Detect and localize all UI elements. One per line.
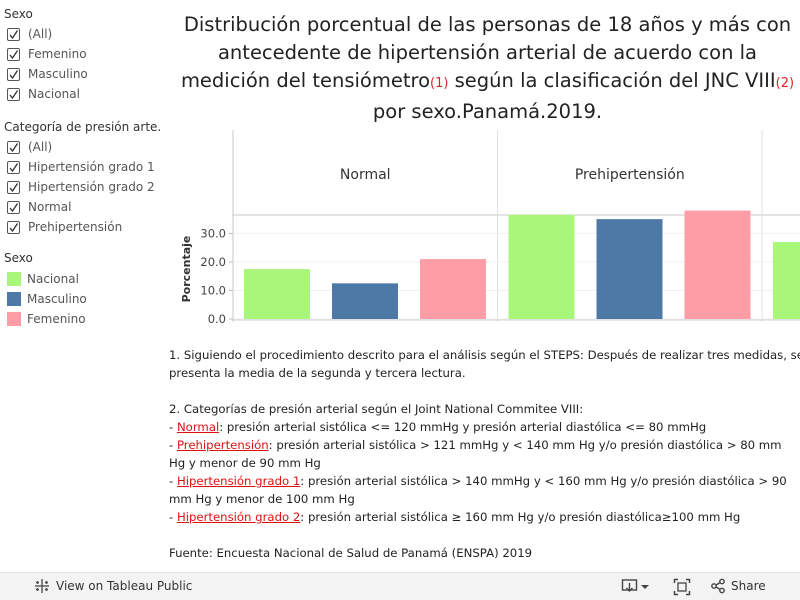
checkbox-checked-icon[interactable]	[7, 220, 20, 234]
legend-swatch	[7, 292, 21, 306]
chart-title: Distribución porcentual de las personas …	[175, 11, 800, 126]
checkbox-checked-icon[interactable]	[7, 200, 20, 214]
checkbox-checked-icon[interactable]	[7, 160, 20, 174]
legend-label: Femenino	[27, 312, 86, 326]
panel-header: Prehipertensión	[575, 167, 685, 183]
sexo-option-label: (All)	[28, 27, 53, 41]
categoria-option-label: Normal	[28, 200, 72, 214]
bar-masculino	[596, 219, 663, 319]
checkbox-checked-icon[interactable]	[7, 67, 20, 81]
note-g1-prefix: -	[169, 474, 177, 488]
y-tick-label: 10.0	[200, 283, 226, 297]
sexo-option[interactable]: Nacional	[7, 85, 80, 103]
title-text-1: Distribución porcentual de las personas …	[180, 13, 792, 92]
sexo-filter-title: Sexo	[4, 7, 33, 21]
share-button[interactable]: Share	[710, 578, 766, 594]
legend-item[interactable]: Nacional	[7, 270, 79, 288]
note-grado2: - Hipertensión grado 2: presión arterial…	[169, 508, 794, 526]
y-axis-label: Porcentaje	[180, 236, 193, 303]
y-tick-label: 20.0	[200, 255, 226, 269]
sexo-option[interactable]: Femenino	[7, 45, 87, 63]
legend-label: Nacional	[27, 272, 79, 286]
note-pre-prefix: -	[169, 438, 177, 452]
panel-header: Normal	[340, 167, 391, 183]
bar-nacional	[244, 269, 310, 319]
categoria-option-label: (All)	[28, 140, 53, 154]
title-ref-1: (1)	[430, 76, 449, 91]
tableau-logo-icon	[35, 579, 49, 593]
legend-title: Sexo	[4, 251, 33, 265]
footnotes: 1. Siguiendo el procedimiento descrito p…	[169, 346, 800, 562]
note-2: 2. Categorías de presión arterial según …	[169, 402, 584, 416]
bar-femenino	[420, 259, 486, 319]
categoria-filter-title: Categoría de presión arte...	[4, 120, 162, 134]
y-tick-label: 30.0	[200, 226, 226, 240]
bar-nacional	[773, 241, 800, 319]
note-prehipertension: - Prehipertensión: presión arterial sist…	[169, 436, 794, 472]
download-button[interactable]	[621, 578, 651, 596]
tableau-toolbar: View on Tableau Public Share	[0, 572, 800, 600]
legend-swatch	[7, 272, 21, 286]
categoria-option[interactable]: Hipertensión grado 2	[7, 178, 155, 196]
legend-item[interactable]: Femenino	[7, 310, 86, 328]
categoria-option[interactable]: Prehipertensión	[7, 218, 122, 236]
sexo-option-label: Femenino	[28, 47, 87, 61]
note-1b: presenta la media de la segunda y tercer…	[169, 366, 466, 380]
view-on-tableau-link[interactable]: View on Tableau Public	[34, 578, 192, 594]
grado2-link[interactable]: Hipertensión grado 2	[176, 510, 301, 524]
categoria-option-label: Hipertensión grado 1	[28, 160, 155, 174]
legend-label: Masculino	[27, 292, 87, 306]
categoria-option[interactable]: Normal	[7, 198, 71, 216]
note-g2-prefix: -	[169, 510, 177, 524]
categoria-option-label: Prehipertensión	[28, 220, 123, 234]
categoria-option[interactable]: (All)	[7, 138, 52, 156]
note-1a: 1. Siguiendo el procedimiento descrito p…	[169, 348, 800, 362]
note-normal: - Normal: presión arterial sistólica <= …	[169, 418, 794, 436]
bar-nacional	[508, 214, 575, 319]
sexo-option[interactable]: Masculino	[7, 65, 88, 83]
sexo-option-label: Nacional	[28, 87, 80, 101]
checkbox-checked-icon[interactable]	[7, 27, 20, 41]
normal-link[interactable]: Normal	[176, 420, 220, 434]
download-icon	[621, 579, 649, 592]
fullscreen-button[interactable]	[673, 578, 691, 596]
source-note: Fuente: Encuesta Nacional de Salud de Pa…	[169, 546, 533, 560]
note-normal-text: : presión arterial sistólica <= 120 mmHg…	[219, 420, 707, 434]
title-ref-2: (2)	[775, 76, 795, 91]
title-text-3: por sexo.Panamá.2019.	[372, 100, 603, 123]
note-pre-text: : presión arterial sistólica > 121 mmHg …	[169, 438, 782, 470]
checkbox-checked-icon[interactable]	[7, 87, 20, 101]
sexo-option[interactable]: (All)	[7, 25, 52, 43]
share-label: Share	[731, 579, 766, 593]
y-tick-label: 0.0	[208, 312, 226, 326]
legend-item[interactable]: Masculino	[7, 290, 87, 308]
note-grado1: - Hipertensión grado 1: presión arterial…	[169, 472, 794, 508]
bar-femenino	[684, 210, 751, 319]
checkbox-checked-icon[interactable]	[7, 140, 20, 154]
categoria-option-label: Hipertensión grado 2	[28, 180, 155, 194]
share-icon	[711, 578, 725, 594]
checkbox-checked-icon[interactable]	[7, 180, 20, 194]
view-on-tableau-label: View on Tableau Public	[56, 579, 193, 593]
bar-chart: Normal Prehipertensión 0.0 10.0 20.0 30.0 Porc…	[180, 130, 800, 326]
legend-swatch	[7, 312, 21, 326]
bar-masculino	[332, 283, 398, 319]
note-g2-text: : presión arterial sistólica ≥ 160 mm Hg…	[300, 510, 741, 524]
categoria-option[interactable]: Hipertensión grado 1	[7, 158, 155, 176]
note-normal-prefix: -	[169, 420, 177, 434]
fullscreen-icon	[673, 578, 691, 596]
sexo-option-label: Masculino	[28, 67, 88, 81]
note-g1-text: : presión arterial sistólica > 140 mmHg …	[169, 474, 787, 506]
checkbox-checked-icon[interactable]	[7, 47, 20, 61]
prehipertension-link[interactable]: Prehipertensión	[176, 438, 269, 452]
title-text-2: según la clasificación del JNC VIII	[448, 69, 776, 92]
grado1-link[interactable]: Hipertensión grado 1	[176, 474, 301, 488]
